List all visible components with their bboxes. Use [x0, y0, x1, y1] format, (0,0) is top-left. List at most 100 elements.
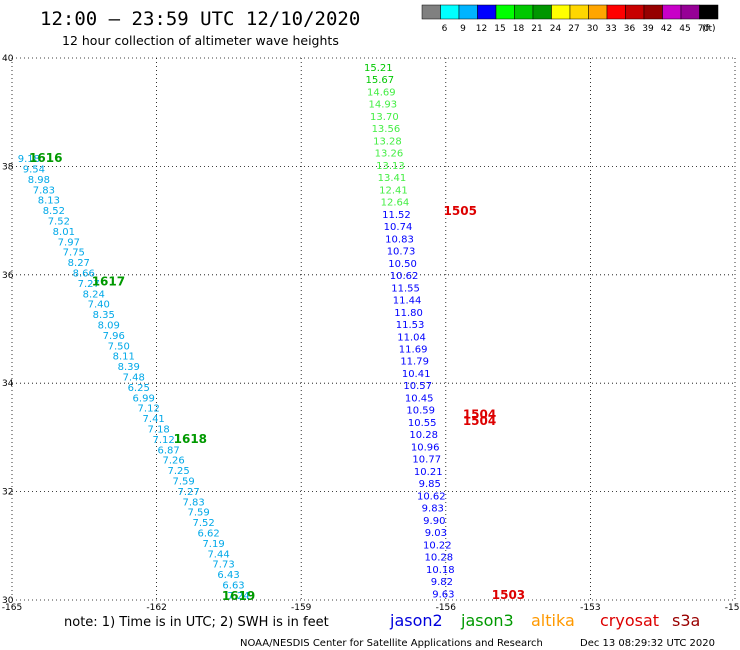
wave-height-label: 7.73: [212, 560, 234, 571]
wave-height-label: 11.04: [397, 332, 426, 343]
legend-swatch: [680, 4, 700, 20]
satellite-name: s3a: [672, 611, 700, 630]
time-label: 1504: [463, 414, 496, 428]
legend-label: 9: [460, 24, 466, 34]
legend-swatch: [440, 4, 460, 20]
wave-height-label: 11.44: [393, 296, 422, 307]
wave-height-label: 11.52: [382, 210, 411, 221]
legend-swatch: [495, 4, 515, 20]
wave-height-label: 10.83: [385, 234, 414, 245]
legend-swatch: [514, 4, 534, 20]
wave-height-label: 13.28: [373, 136, 402, 147]
wave-height-label: 10.59: [406, 406, 435, 417]
wave-height-label: 8.11: [113, 352, 135, 363]
x-tick-label: -150: [725, 603, 740, 613]
legend-unit: (ft): [702, 24, 716, 34]
wave-height-label: 11.79: [400, 357, 429, 368]
wave-height-label: 7.52: [48, 216, 70, 227]
wave-height-label: 6.99: [133, 393, 155, 404]
satellite-name: jason3: [460, 611, 514, 630]
wave-height-label: 12.64: [381, 198, 410, 209]
legend-swatch: [551, 4, 571, 20]
footer-note: note: 1) Time is in UTC; 2) SWH is in fe…: [64, 615, 329, 630]
wave-height-label: 6.87: [158, 445, 180, 456]
wave-height-label: 13.13: [376, 161, 405, 172]
legend-swatch: [532, 4, 552, 20]
wave-height-label: 13.56: [372, 124, 401, 135]
wave-height-label: 10.57: [403, 381, 432, 392]
legend-label: 21: [531, 24, 542, 34]
wave-height-label: 7.75: [63, 248, 85, 259]
wave-height-label: 13.26: [375, 149, 404, 160]
legend-label: 70: [698, 24, 710, 34]
wave-height-label: 7.52: [192, 518, 214, 529]
legend-label: 18: [513, 24, 525, 34]
wave-height-label: 7.12: [153, 435, 175, 446]
wave-height-label: 9.83: [422, 504, 444, 515]
wave-height-label: 9.63: [432, 589, 454, 600]
legend-label: 27: [568, 24, 579, 34]
wave-height-label: 7.83: [33, 185, 55, 196]
wave-height-label: 9.18: [18, 154, 40, 165]
wave-height-label: 10.77: [412, 455, 441, 466]
satellite-name: jason2: [389, 611, 443, 630]
time-label: 1617: [92, 275, 125, 289]
chart-title: 12:00 – 23:59 UTC 12/10/2020: [40, 8, 360, 30]
legend-label: 45: [679, 24, 690, 34]
wave-height-label: 10.18: [426, 565, 455, 576]
wave-height-label: 8.39: [118, 362, 140, 373]
x-tick-label: -156: [436, 603, 457, 613]
wave-height-label: 8.52: [43, 206, 65, 217]
wave-height-label: 7.96: [103, 331, 125, 342]
wave-height-label: 8.27: [68, 258, 90, 269]
wave-height-label: 12.41: [379, 185, 408, 196]
wave-height-label: 13.41: [378, 173, 407, 184]
wave-height-label: 6.43: [217, 570, 239, 581]
chart-subtitle: 12 hour collection of altimeter wave hei…: [62, 33, 339, 48]
x-tick-label: -162: [146, 603, 166, 613]
wave-height-label: 7.48: [123, 372, 145, 383]
wave-height-label: 9.85: [419, 479, 441, 490]
wave-height-label: 10.50: [388, 259, 417, 270]
satellite-legend: jason2 jason3 altika cryosat s3a: [389, 611, 700, 630]
wave-height-label: 7.44: [207, 549, 229, 560]
y-tick-label: 36: [2, 271, 14, 281]
axis-ticks: -165 -162 -159 -156 -153 -150 40 38 36 34 32 30: [2, 54, 740, 613]
satellite-name: altika: [531, 611, 575, 630]
wave-height-label: 6.25: [128, 383, 150, 394]
time-label: 1618: [174, 432, 207, 446]
legend-swatch: [643, 4, 663, 20]
wave-height-label: 7.19: [202, 539, 224, 550]
wave-height-label: 10.74: [384, 222, 413, 233]
time-label: 1504: [463, 407, 496, 421]
wave-height-label: 9.82: [431, 577, 453, 588]
wave-height-label: 10.28: [425, 553, 454, 564]
wave-height-label: 10.55: [408, 418, 437, 429]
wave-height-label: 7.12: [138, 404, 160, 415]
y-tick-label: 38: [2, 162, 14, 172]
wave-height-label: 11.55: [391, 283, 420, 294]
wave-height-label: 7.40: [88, 300, 110, 311]
legend-swatch: [606, 4, 626, 20]
wave-height-label: 7.41: [143, 414, 165, 425]
time-label: 1616: [29, 151, 62, 165]
wave-height-label: 6.63: [222, 581, 244, 592]
wave-height-label: 8.13: [38, 196, 60, 207]
legend-label: 36: [624, 24, 636, 34]
legend-label: 12: [476, 24, 487, 34]
x-tick-label: -159: [291, 603, 312, 613]
wave-height-label: 8.09: [98, 320, 120, 331]
wave-height-label: 7.97: [58, 237, 80, 248]
wave-height-label: 11.53: [396, 320, 425, 331]
legend-label: 42: [661, 24, 672, 34]
wave-height-label: 7.24: [227, 591, 249, 602]
wave-height-label: 11.80: [394, 308, 423, 319]
legend-label: 33: [605, 24, 616, 34]
legend-swatch: [421, 4, 441, 20]
wave-height-label: 15.67: [366, 75, 395, 86]
wave-height-label: 10.41: [402, 369, 431, 380]
wave-height-label: 7.59: [172, 477, 194, 488]
y-tick-label: 30: [2, 596, 14, 606]
